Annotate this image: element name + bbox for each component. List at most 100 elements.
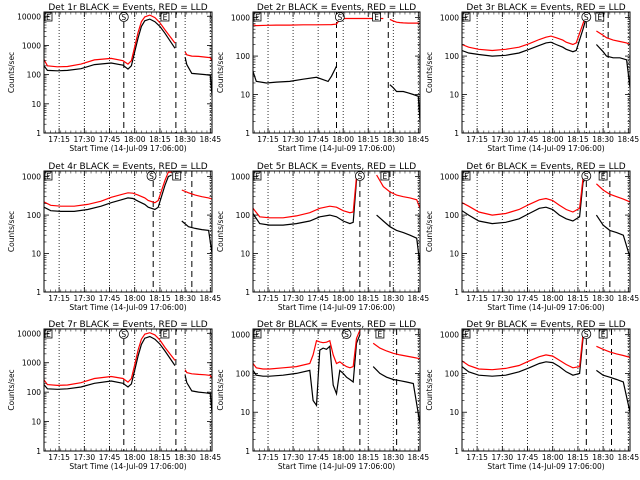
y-axis-label: Counts/sec (425, 369, 434, 410)
x-tick-label: 18:45 (408, 294, 430, 303)
y-tick-label: 1 (245, 288, 250, 297)
chart-title: Det 1r BLACK = Events, RED = LLD (48, 3, 207, 13)
x-tick-label: 18:00 (542, 294, 564, 303)
e-marker-box-left (44, 329, 53, 339)
series-line-lld (44, 171, 212, 207)
axes-frame (252, 170, 421, 293)
series-line-lld (462, 329, 630, 371)
chart-title: Det 6r BLACK = Events, RED = LLD (466, 162, 625, 172)
x-tick-label: 17:15 (48, 294, 70, 303)
chart-panel-3: Det 3r BLACK = Events, RED = LLD Counts/s… (425, 3, 639, 153)
x-tick-label: 17:30 (282, 135, 304, 144)
y-tick-label: 1000 (231, 331, 250, 340)
x-tick-label: 18:30 (174, 294, 196, 303)
x-tick-label: 17:15 (257, 453, 279, 462)
e-marker-label: E (163, 13, 168, 22)
x-tick-label: 17:45 (99, 453, 121, 462)
series-group (44, 171, 212, 254)
x-tick-label: 18:00 (542, 135, 564, 144)
y-tick-label: 1000 (22, 173, 41, 182)
chart-panel-5: Det 5r BLACK = Events, RED = LLD Counts/s… (216, 162, 429, 312)
x-tick-label: 17:30 (74, 453, 96, 462)
x-tick-label: 17:45 (307, 453, 329, 462)
y-axis-label: Counts/sec (216, 52, 225, 93)
e-marker-label: E (601, 172, 606, 181)
y-tick-label: 1000 (231, 173, 250, 182)
e-marker-box (372, 12, 381, 22)
series-group (462, 329, 630, 413)
y-tick-label: 10 (240, 250, 250, 259)
s-marker-label: S (584, 172, 589, 181)
chart-panel-2: Det 2r BLACK = Events, RED = LLD Counts/s… (216, 3, 429, 153)
x-tick-label: 18:00 (124, 294, 146, 303)
y-tick-label: 100 (445, 211, 460, 220)
y-tick-label: 100 (236, 211, 251, 220)
y-tick-label: 1000 (231, 14, 250, 23)
e-marker-label: E (174, 172, 179, 181)
chart-panel-1: Det 1r BLACK = Events, RED = LLD Counts/s… (7, 3, 221, 153)
y-tick-label: 1 (245, 129, 250, 138)
y-tick-label: 1000 (22, 41, 41, 50)
axes-frame (43, 170, 213, 293)
chart-title: Det 5r BLACK = Events, RED = LLD (257, 162, 416, 172)
x-tick-label: 18:00 (332, 135, 354, 144)
x-axis-label: Start Time (14-Jul-09 17:06:00) (278, 303, 395, 312)
x-tick-label: 17:45 (517, 453, 539, 462)
s-marker-label: S (149, 172, 154, 181)
y-axis-label: Counts/sec (7, 369, 16, 410)
chart-panel-9: Det 9r BLACK = Events, RED = LLD Counts/s… (425, 320, 639, 471)
e-marker-label: E (163, 330, 168, 339)
y-tick-label: 10 (31, 418, 41, 427)
x-tick-label: 18:15 (357, 135, 379, 144)
x-axis-label: Start Time (14-Jul-09 17:06:00) (278, 462, 395, 471)
x-tick-label: 18:45 (200, 135, 222, 144)
chart-title: Det 7r BLACK = Events, RED = LLD (48, 320, 207, 330)
y-tick-label: 100 (236, 369, 251, 378)
e-marker-box-left (462, 12, 471, 22)
x-tick-label: 17:15 (257, 294, 279, 303)
x-tick-label: 17:30 (492, 294, 514, 303)
y-tick-label: 1 (36, 129, 41, 138)
y-axis-label: Counts/sec (7, 211, 16, 252)
x-tick-label: 18:30 (592, 135, 614, 144)
x-tick-label: 17:30 (282, 453, 304, 462)
y-tick-label: 10 (240, 91, 250, 100)
y-tick-label: 1000 (440, 14, 459, 23)
y-tick-label: 100 (27, 71, 42, 80)
x-tick-label: 18:15 (567, 294, 589, 303)
s-marker-label: S (337, 13, 342, 22)
s-marker-label: S (357, 172, 362, 181)
y-tick-label: 100 (27, 388, 42, 397)
e-marker-label: E (601, 330, 606, 339)
e-marker-box-left (462, 329, 471, 339)
x-tick-label: 18:15 (567, 135, 589, 144)
x-axis-label: Start Time (14-Jul-09 17:06:00) (487, 144, 604, 153)
y-tick-label: 10000 (17, 12, 41, 21)
y-tick-label: 10 (240, 408, 250, 417)
e-marker-label: E (378, 330, 383, 339)
y-tick-label: 1000 (440, 331, 459, 340)
e-marker-box-left (462, 171, 471, 181)
x-tick-label: 18:30 (174, 453, 196, 462)
s-marker-label: S (344, 330, 349, 339)
y-tick-label: 1 (454, 129, 459, 138)
series-line-events (253, 334, 420, 424)
e-marker-box (160, 12, 170, 22)
axes-frame (252, 11, 421, 134)
y-axis-label: Counts/sec (425, 211, 434, 252)
x-tick-label: 18:45 (618, 135, 640, 144)
series-line-events (44, 18, 212, 96)
x-tick-label: 18:15 (149, 294, 171, 303)
y-axis-label: Counts/sec (216, 211, 225, 252)
y-tick-label: 10 (449, 250, 459, 259)
chart-title: Det 4r BLACK = Events, RED = LLD (48, 162, 207, 172)
series-line-events (253, 65, 420, 122)
series-line-lld (253, 329, 420, 370)
y-tick-label: 100 (445, 52, 460, 61)
y-axis-label: Counts/sec (425, 52, 434, 93)
x-tick-label: 17:45 (307, 294, 329, 303)
axes-frame (461, 11, 631, 134)
x-tick-label: 17:30 (492, 453, 514, 462)
x-tick-label: 18:45 (200, 294, 222, 303)
